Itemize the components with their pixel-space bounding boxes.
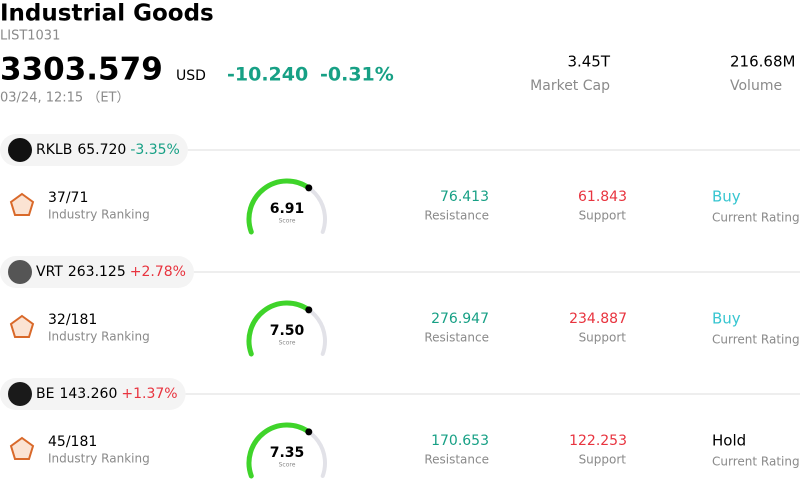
stock-logo bbox=[8, 260, 32, 284]
rating-label: Current Rating bbox=[712, 211, 800, 225]
gauge-dot bbox=[305, 428, 313, 436]
stock-price: 263.125 bbox=[68, 264, 126, 280]
resistance: 170.653 bbox=[431, 433, 489, 449]
stock-chip bbox=[0, 378, 186, 410]
gauge-dot bbox=[305, 306, 313, 314]
ranking: 45/181 bbox=[48, 434, 97, 450]
stock-change: -3.35% bbox=[130, 142, 180, 158]
resistance: 276.947 bbox=[431, 311, 489, 327]
stock-symbol: VRT bbox=[36, 264, 63, 280]
score-label: Score bbox=[279, 218, 296, 225]
stock-chip bbox=[0, 256, 194, 288]
rating: Buy bbox=[712, 188, 741, 206]
stock-change: +1.37% bbox=[121, 386, 177, 402]
score-label: Score bbox=[279, 462, 296, 469]
resistance: 76.413 bbox=[440, 189, 489, 205]
title: Industrial Goods bbox=[0, 1, 214, 27]
support: 122.253 bbox=[569, 433, 627, 449]
support: 61.843 bbox=[578, 189, 627, 205]
resistance-label: Resistance bbox=[424, 453, 489, 467]
gauge-fill bbox=[246, 178, 312, 235]
ranking: 32/181 bbox=[48, 312, 97, 328]
time: 03/24, 12:15 （ET） bbox=[0, 91, 129, 106]
stock-symbol: BE bbox=[36, 386, 54, 402]
score: 7.35 bbox=[270, 445, 305, 461]
price: 3303.579 bbox=[0, 52, 163, 88]
score-label: Score bbox=[279, 340, 296, 347]
support-label: Support bbox=[579, 209, 627, 223]
support-label: Support bbox=[579, 453, 627, 467]
change: -10.240 bbox=[227, 64, 308, 86]
rating-label: Current Rating bbox=[712, 333, 800, 347]
stat-value: 216.68M bbox=[730, 53, 795, 71]
ranking-label: Industry Ranking bbox=[48, 330, 150, 344]
support: 234.887 bbox=[569, 311, 627, 327]
stat-label: Volume bbox=[730, 78, 782, 94]
stat-value: 3.45T bbox=[567, 53, 610, 71]
ranking-icon bbox=[9, 314, 35, 338]
gauge-fill bbox=[246, 300, 312, 357]
ranking-icon bbox=[9, 436, 35, 460]
score: 6.91 bbox=[270, 201, 305, 217]
code: LIST1031 bbox=[0, 29, 60, 44]
rating: Hold bbox=[712, 432, 746, 450]
score: 7.50 bbox=[270, 323, 305, 339]
stock-logo bbox=[8, 138, 32, 162]
change-pct: -0.31% bbox=[320, 64, 394, 86]
stock-chip bbox=[0, 134, 188, 166]
ranking-label: Industry Ranking bbox=[48, 208, 150, 222]
support-label: Support bbox=[579, 331, 627, 345]
stock-symbol: RKLB bbox=[36, 142, 72, 158]
resistance-label: Resistance bbox=[424, 209, 489, 223]
rating: Buy bbox=[712, 310, 741, 328]
stock-logo bbox=[8, 382, 32, 406]
stock-price: 143.260 bbox=[59, 386, 117, 402]
gauge-dot bbox=[305, 184, 313, 192]
stock-change: +2.78% bbox=[130, 264, 186, 280]
ranking-icon bbox=[9, 192, 35, 216]
stat-label: Market Cap bbox=[530, 78, 610, 94]
currency: USD bbox=[176, 68, 206, 84]
gauge-fill bbox=[246, 422, 312, 479]
ranking: 37/71 bbox=[48, 190, 88, 206]
stock-price: 65.720 bbox=[77, 142, 126, 158]
resistance-label: Resistance bbox=[424, 331, 489, 345]
ranking-label: Industry Ranking bbox=[48, 452, 150, 466]
rating-label: Current Rating bbox=[712, 455, 800, 469]
